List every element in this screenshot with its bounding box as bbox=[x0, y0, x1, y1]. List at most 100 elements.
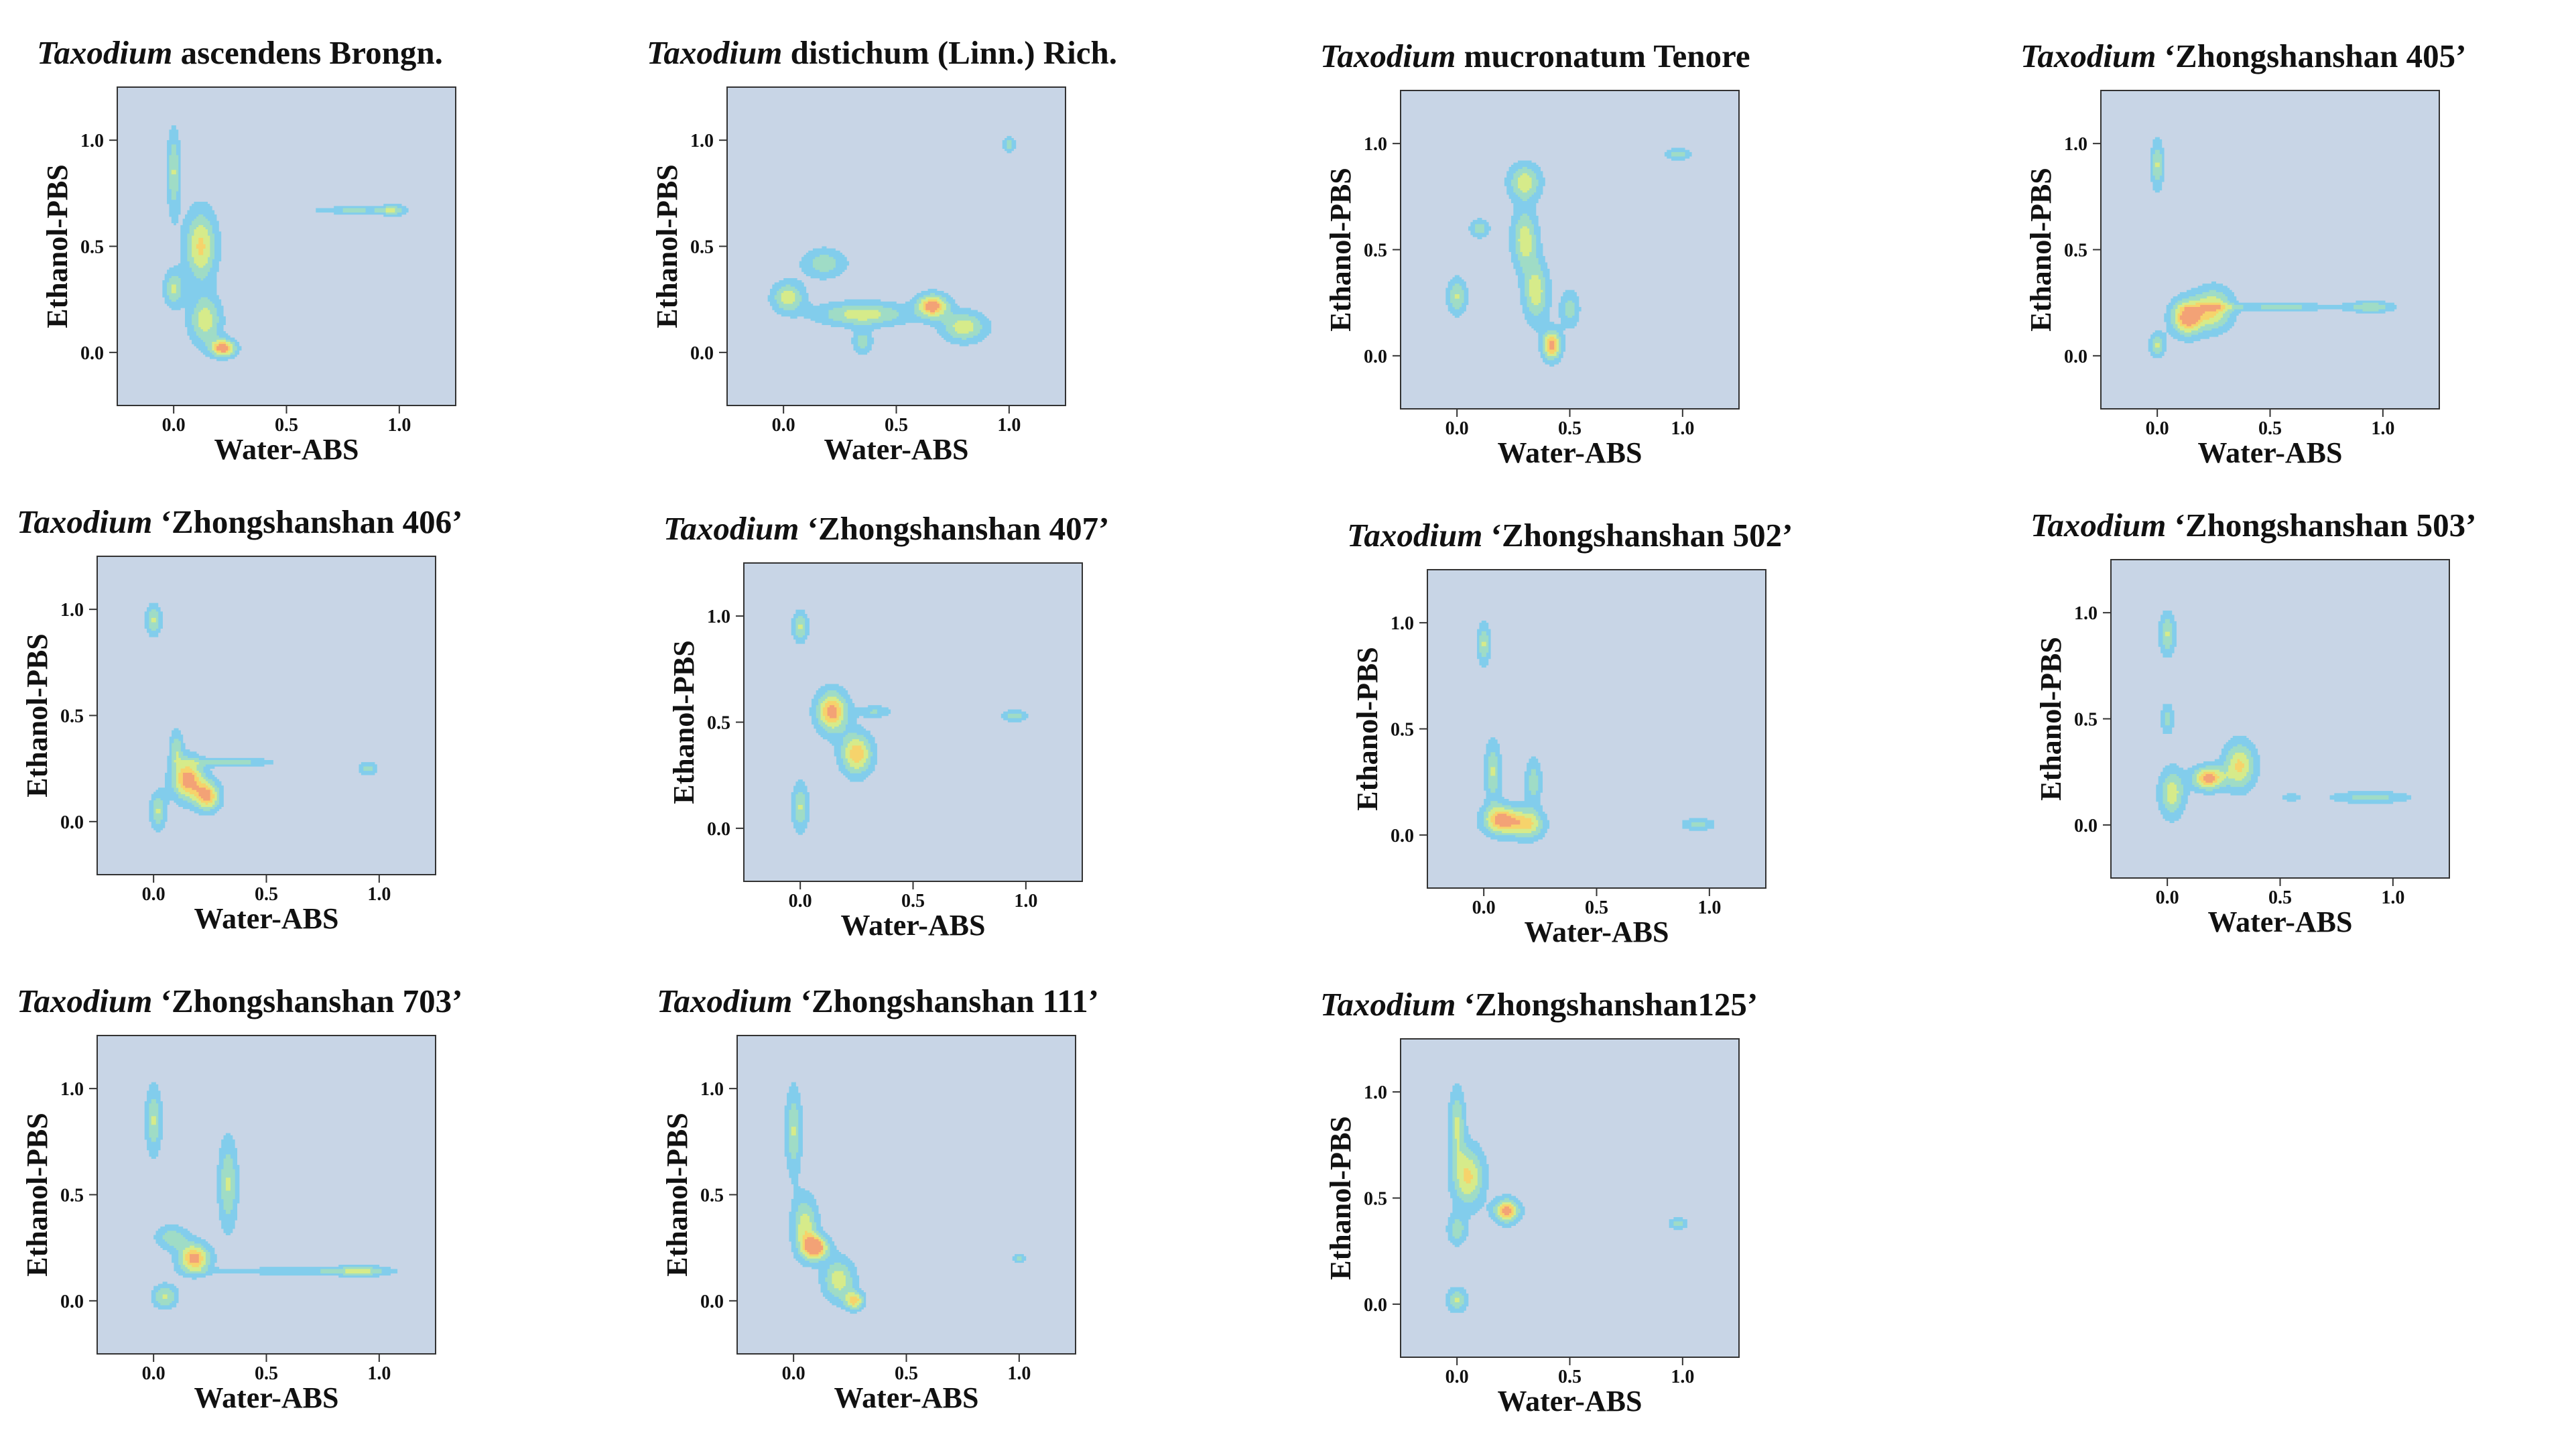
y-tick-label: 0.5 bbox=[1364, 1189, 1387, 1210]
panel-title-genus: Taxodium bbox=[657, 983, 793, 1019]
x-tick-label: 1.0 bbox=[367, 884, 391, 905]
density-level-5 bbox=[1495, 814, 1521, 827]
x-tick-label: 0.5 bbox=[2258, 418, 2282, 439]
y-axis-label: Ethanol-PBS bbox=[41, 164, 74, 328]
y-tick-label: 1.0 bbox=[60, 600, 84, 621]
panel-title-genus: Taxodium bbox=[17, 983, 153, 1019]
y-tick-label: 0.0 bbox=[1391, 826, 1414, 847]
y-tick-label: 0.5 bbox=[700, 1186, 724, 1206]
panel-title-species: ‘Zhongshanshan 111’ bbox=[800, 983, 1099, 1019]
panel-zhongshanshan-703: Taxodium ‘Zhongshanshan 703’ 0.0 0.5 1.0 0.… bbox=[17, 982, 640, 1438]
y-tick-label: 1.0 bbox=[690, 131, 714, 151]
x-axis-label: Water-ABS bbox=[1525, 916, 1669, 948]
plot-background bbox=[737, 1036, 1076, 1354]
x-tick-label: 1.0 bbox=[2371, 418, 2394, 439]
x-tick-label: 1.0 bbox=[1007, 1363, 1031, 1384]
y-tick-label: 0.0 bbox=[2074, 816, 2098, 836]
x-axis-label: Water-ABS bbox=[2198, 436, 2343, 469]
panel-title-genus: Taxodium bbox=[1347, 517, 1483, 554]
density-level-1 bbox=[767, 135, 1017, 355]
x-tick-label: 0.5 bbox=[895, 1363, 918, 1384]
density-level-2 bbox=[149, 1099, 382, 1306]
panel-title: Taxodium ‘Zhongshanshan 407’ bbox=[663, 509, 1109, 548]
density-level-1 bbox=[1445, 1083, 1687, 1313]
density-level-5 bbox=[216, 344, 229, 353]
x-tick-label: 0.0 bbox=[1445, 1367, 1469, 1387]
panel-title: Taxodium ascendens Brongn. bbox=[37, 34, 443, 72]
panel-title-species: ‘Zhongshanshan 503’ bbox=[2174, 507, 2477, 544]
y-axis-label: Ethanol-PBS bbox=[2035, 637, 2067, 801]
x-tick-label: 1.0 bbox=[2381, 887, 2404, 908]
y-tick-label: 0.5 bbox=[1391, 720, 1414, 741]
y-tick-label: 0.5 bbox=[1364, 241, 1387, 261]
density-level-1 bbox=[784, 1082, 1027, 1314]
density-level-3 bbox=[2165, 631, 2249, 804]
panel-ascendens: Taxodium ascendens Brongn. 0.0 0.5 1.0 0.0 0… bbox=[37, 34, 660, 489]
x-tick-label: 0.5 bbox=[255, 1363, 278, 1384]
x-tick-label: 0.5 bbox=[885, 415, 908, 436]
x-axis-label: Water-ABS bbox=[214, 433, 359, 466]
x-tick-label: 0.0 bbox=[2156, 887, 2179, 908]
plot-background bbox=[1427, 570, 1766, 888]
y-axis-label: Ethanol-PBS bbox=[21, 633, 54, 798]
y-axis-label: Ethanol-PBS bbox=[661, 1113, 694, 1277]
y-tick-label: 0.0 bbox=[700, 1292, 724, 1312]
panel-distichum: Taxodium distichum (Linn.) Rich. 0.0 0.5 1… bbox=[647, 34, 1270, 489]
panel-title-species: ‘Zhongshanshan 703’ bbox=[160, 983, 463, 1019]
y-axis-label: Ethanol-PBS bbox=[1324, 1116, 1357, 1280]
density-level-3 bbox=[1481, 641, 1539, 833]
y-tick-label: 0.5 bbox=[690, 237, 714, 258]
panel-title-species: ‘Zhongshanshan 502’ bbox=[1490, 517, 1793, 554]
density-level-5 bbox=[1502, 1206, 1512, 1216]
y-tick-label: 0.0 bbox=[1364, 347, 1387, 367]
panel-title-genus: Taxodium bbox=[2020, 38, 2156, 74]
panel-title-species: ‘Zhongshanshan 405’ bbox=[2164, 38, 2467, 74]
density-level-5 bbox=[1549, 340, 1555, 350]
y-tick-label: 0.5 bbox=[60, 1186, 84, 1206]
y-tick-label: 0.0 bbox=[2064, 347, 2087, 367]
density-level-3 bbox=[1454, 1117, 1516, 1302]
density-level-2 bbox=[1479, 631, 1705, 838]
y-tick-label: 1.0 bbox=[2074, 603, 2098, 624]
x-tick-label: 0.0 bbox=[789, 891, 812, 912]
density-level-5 bbox=[182, 773, 210, 801]
x-tick-label: 0.0 bbox=[142, 1363, 166, 1384]
density-level-2 bbox=[795, 616, 1022, 822]
y-tick-label: 0.5 bbox=[2074, 710, 2098, 731]
contour-svg: 0.0 0.5 1.0 0.0 0.5 1.0 Water-ABS Ethanol-PBS bbox=[2024, 90, 2440, 469]
y-axis-label: Ethanol-PBS bbox=[1324, 168, 1357, 332]
panel-title-species: ‘Zhongshanshan 406’ bbox=[160, 503, 463, 540]
y-axis-label: Ethanol-PBS bbox=[2024, 168, 2057, 332]
panel-title-species: mucronatum Tenore bbox=[1464, 38, 1750, 74]
x-axis-label: Water-ABS bbox=[2208, 905, 2353, 938]
panel-title-genus: Taxodium bbox=[1320, 986, 1456, 1023]
density-level-2 bbox=[167, 144, 402, 357]
panel-zhongshanshan-111: Taxodium ‘Zhongshanshan 111’ 0.0 0.5 1.0 0.… bbox=[657, 982, 1280, 1438]
contour-svg: 0.0 0.5 1.0 0.0 0.5 1.0 Water-ABS Ethanol-PBS bbox=[2035, 559, 2450, 938]
y-tick-label: 0.0 bbox=[80, 343, 104, 364]
y-axis-label: Ethanol-PBS bbox=[21, 1113, 54, 1277]
y-tick-label: 0.5 bbox=[80, 237, 104, 258]
panel-title: Taxodium ‘Zhongshanshan 503’ bbox=[2031, 506, 2476, 544]
contour-svg: 0.0 0.5 1.0 0.0 0.5 1.0 Water-ABS Ethanol-PBS bbox=[1324, 90, 1740, 469]
density-level-5 bbox=[190, 1254, 199, 1263]
y-tick-label: 1.0 bbox=[1364, 1082, 1387, 1103]
panel-title-species: ‘Zhongshanshan125’ bbox=[1464, 986, 1758, 1023]
x-axis-label: Water-ABS bbox=[1498, 1385, 1643, 1418]
x-axis-label: Water-ABS bbox=[824, 433, 969, 466]
panel-title-genus: Taxodium bbox=[1320, 38, 1456, 74]
plot-background bbox=[744, 563, 1082, 881]
x-tick-label: 0.5 bbox=[255, 884, 278, 905]
density-level-1 bbox=[791, 609, 1029, 835]
x-axis-label: Water-ABS bbox=[194, 902, 339, 935]
contour-svg: 0.0 0.5 1.0 0.0 0.5 1.0 Water-ABS Ethanol-PBS bbox=[41, 86, 456, 466]
panel-zhongshanshan-405: Taxodium ‘Zhongshanshan 405’ 0.0 0.5 1.0 0.… bbox=[2020, 37, 2576, 493]
x-tick-label: 1.0 bbox=[1014, 891, 1037, 912]
panel-title: Taxodium ‘Zhongshanshan 502’ bbox=[1347, 516, 1793, 554]
plot-background bbox=[1401, 90, 1739, 409]
y-tick-label: 0.5 bbox=[60, 706, 84, 727]
panel-zhongshanshan-406: Taxodium ‘Zhongshanshan 406’ 0.0 0.5 1.0 0.… bbox=[17, 503, 640, 958]
y-tick-label: 0.0 bbox=[690, 343, 714, 364]
panel-title: Taxodium ‘Zhongshanshan125’ bbox=[1320, 985, 1758, 1023]
